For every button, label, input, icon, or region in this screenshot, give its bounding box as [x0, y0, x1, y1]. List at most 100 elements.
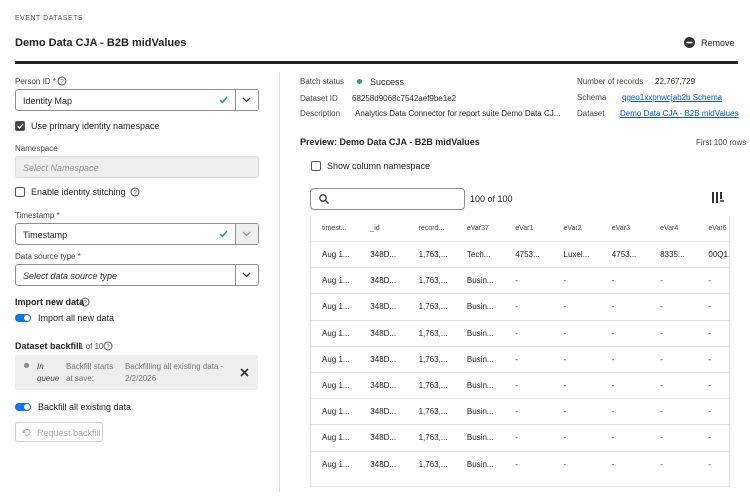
table-row[interactable] — [311, 319, 729, 347]
schema-link[interactable]: qgeo1xxpnwcjab2b Schema — [622, 93, 723, 102]
table-cell: - — [660, 407, 663, 417]
table-cell: - — [708, 381, 712, 390]
table-cell: Aug 1... — [322, 433, 350, 443]
table-row[interactable] — [311, 398, 729, 425]
table-cell: 1,763,... — [418, 459, 448, 469]
table-cell: 1,763,... — [418, 407, 448, 417]
checkbox[interactable] — [311, 161, 321, 171]
table-cell: - — [611, 302, 615, 312]
table-cell: Luxel... — [563, 250, 590, 259]
backfill-starts: Backfill starts at save: — [66, 362, 114, 383]
table-cell: Aug 1... — [322, 302, 350, 312]
table-cell: - — [563, 302, 567, 312]
remove-button[interactable]: Remove — [684, 37, 735, 48]
info-label: Number of records — [577, 77, 644, 86]
help-icon[interactable]: ? — [80, 297, 90, 307]
checkbox-label: Enable identity stitching — [31, 187, 126, 197]
column-header[interactable]: eVar1 — [515, 225, 534, 232]
table-row[interactable] — [311, 345, 729, 373]
table-cell: - — [515, 433, 518, 443]
data-source-field[interactable]: Select data source type — [15, 264, 259, 286]
dropdown-button[interactable] — [235, 90, 258, 110]
dropdown-button[interactable] — [235, 265, 258, 285]
info-label: Dataset — [577, 109, 605, 118]
help-icon[interactable]: ? — [57, 76, 67, 86]
table-cell: 1,763,... — [418, 302, 448, 312]
table-cell: 348D... — [370, 407, 397, 417]
table-cell: Aug 1... — [322, 354, 350, 364]
header-rule — [15, 61, 738, 64]
table-cell: - — [611, 433, 615, 443]
table-cell: 1,763,... — [418, 354, 448, 364]
column-header[interactable]: eVar4 — [660, 225, 679, 232]
preview-note: First 100 rows — [696, 138, 747, 147]
table-cell: - — [563, 354, 567, 364]
request-backfill-button[interactable]: Request backfill — [15, 422, 103, 442]
divider — [279, 72, 280, 492]
table-cell: 348D... — [370, 302, 397, 312]
table-row[interactable] — [311, 293, 729, 320]
table-row[interactable] — [311, 372, 729, 399]
table-row[interactable] — [311, 450, 729, 478]
info-value: 22,767,729 — [655, 77, 696, 86]
table-row[interactable] — [311, 241, 729, 268]
table-cell: - — [660, 381, 663, 390]
svg-text:?: ? — [133, 191, 137, 197]
table-cell: - — [708, 433, 712, 443]
timestamp-label: Timestamp * — [15, 211, 60, 220]
table-cell: - — [611, 276, 615, 286]
table-cell: 348D... — [370, 250, 397, 259]
column-header[interactable]: eVar6 — [708, 225, 727, 232]
toggle[interactable] — [15, 403, 31, 411]
column-header[interactable]: eVar2 — [563, 225, 582, 232]
table-cell: 1,763,... — [418, 433, 448, 443]
table-row[interactable] — [311, 424, 729, 451]
backfill-card: In queue Backfill starts at save: Backfi… — [15, 355, 258, 390]
table-cell: - — [708, 276, 712, 286]
checkbox-label: Show column namespace — [327, 161, 431, 171]
columns-button[interactable] — [712, 192, 724, 203]
backfill-desc: Backfilling all existing data - 2/2/2026 — [125, 362, 224, 383]
backfill-icon — [22, 428, 31, 436]
timestamp-field[interactable]: Timestamp — [15, 223, 259, 245]
column-header[interactable]: eVar37 — [466, 225, 489, 232]
import-title: Import new data — [15, 297, 85, 307]
info-label: Description — [300, 109, 341, 118]
toggle[interactable] — [15, 314, 31, 322]
table-cell: Busin... — [466, 459, 494, 469]
table-cell: 348D... — [370, 433, 397, 443]
table-row[interactable] — [311, 267, 729, 294]
help-icon[interactable]: ? — [130, 187, 140, 197]
close-button[interactable] — [240, 368, 249, 377]
table-cell: Aug 1... — [322, 407, 350, 417]
table-cell: - — [515, 302, 518, 312]
checkbox-label: Use primary identity namespace — [31, 121, 160, 131]
backfill-title: Dataset backfill — [15, 341, 82, 351]
table-cell: Aug 1... — [322, 381, 350, 390]
table-cell: - — [708, 407, 712, 417]
column-header[interactable]: timest... — [322, 225, 347, 232]
table-cell: Busin... — [466, 302, 494, 312]
help-icon[interactable]: ? — [103, 341, 113, 351]
dropdown-button — [235, 224, 258, 244]
namespace-placeholder: Select Namespace — [23, 163, 99, 173]
person-id-field[interactable]: Identity Map — [15, 89, 259, 111]
info-label: Batch status — [300, 77, 345, 86]
dataset-link[interactable]: Demo Data CJA - B2B midValues — [620, 109, 739, 118]
page-title: Demo Data CJA - B2B midValues — [15, 37, 187, 49]
table-cell: Tech... — [466, 250, 491, 259]
info-label: Dataset ID — [300, 94, 338, 103]
search-field[interactable] — [310, 188, 465, 210]
toggle-label: Import all new data — [38, 313, 115, 323]
table-cell: 348D... — [370, 381, 397, 390]
checkbox[interactable] — [15, 121, 25, 131]
namespace-label: Namespace — [15, 144, 58, 153]
column-header[interactable]: _id — [370, 225, 380, 232]
table-cell: - — [611, 328, 615, 338]
checkbox[interactable] — [15, 187, 25, 197]
status-dot — [357, 79, 362, 84]
column-header[interactable]: eVar3 — [611, 225, 630, 232]
column-header[interactable]: record... — [418, 225, 445, 232]
table-cell: - — [563, 381, 567, 390]
